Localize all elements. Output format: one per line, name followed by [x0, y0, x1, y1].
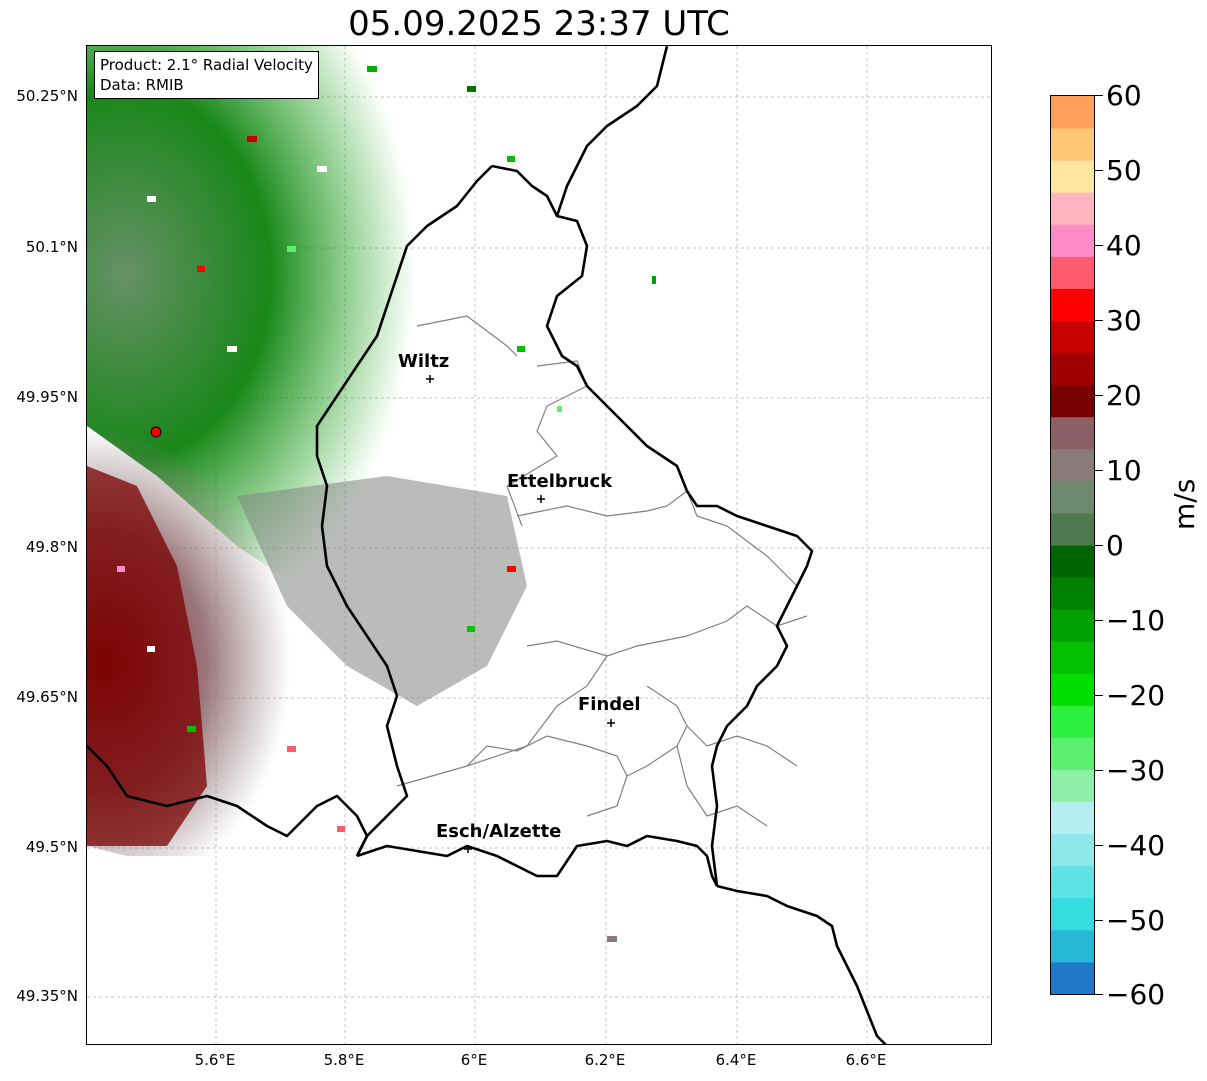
colorbar-label-minus-50: −50 [1106, 904, 1166, 937]
colorbar-band [1051, 833, 1094, 867]
colorbar-label-50: 50 [1106, 154, 1142, 187]
map-title: 05.09.2025 23:37 UTC [348, 4, 730, 44]
colorbar-band [1051, 448, 1094, 482]
lat-label-50-1: 50.1°N [25, 238, 78, 256]
colorbar-label-minus-30: −30 [1106, 754, 1166, 787]
colorbar-band [1051, 128, 1094, 161]
colorbar-tick [1095, 994, 1103, 995]
colorbar-band [1051, 352, 1094, 386]
colorbar-band [1051, 96, 1094, 129]
colorbar-band [1051, 192, 1094, 225]
city-markers [426, 375, 615, 853]
city-marker-esch [464, 845, 472, 853]
luxembourg-france-border [356, 834, 719, 887]
colorbar-label-10: 10 [1106, 454, 1142, 487]
colorbar-unit-label: m/s [1168, 478, 1201, 530]
germany-france-border [716, 884, 887, 1044]
lon-label-5-8: 5.8°E [323, 1051, 365, 1069]
colorbar-label-0: 0 [1106, 529, 1124, 562]
colorbar-band [1051, 224, 1094, 257]
colorbar-band [1051, 801, 1094, 835]
lat-label-49-95: 49.95°N [16, 388, 78, 406]
city-label-findel: Findel [578, 694, 641, 715]
colorbar-band [1051, 545, 1094, 578]
product-label: Product: 2.1° Radial Velocity [100, 56, 313, 74]
mixed-zero-area [237, 476, 527, 706]
colorbar-band [1051, 673, 1094, 706]
velocity-colorbar [1050, 95, 1095, 995]
colorbar-tick [1095, 920, 1103, 921]
colorbar-band [1051, 160, 1094, 193]
colorbar-band [1051, 609, 1094, 642]
colorbar-band [1051, 865, 1094, 899]
colorbar-band [1051, 641, 1094, 674]
radar-site-marker[interactable] [150, 426, 162, 438]
lat-label-50-25: 50.25°N [16, 87, 78, 105]
colorbar-tick [1095, 245, 1103, 246]
country-borders [87, 46, 887, 1044]
colorbar-tick [1095, 470, 1103, 471]
colorbar-band [1051, 256, 1094, 289]
radar-map[interactable] [87, 46, 992, 1045]
colorbar-tick [1095, 95, 1103, 96]
lon-label-6-4: 6.4°E [715, 1051, 757, 1069]
colorbar-label-minus-20: −20 [1106, 679, 1166, 712]
colorbar-label-minus-40: −40 [1106, 829, 1166, 862]
lon-label-6: 6°E [460, 1051, 488, 1069]
data-source-label: Data: RMIB [100, 76, 184, 94]
colorbar-tick [1095, 545, 1103, 546]
colorbar-label-30: 30 [1106, 304, 1142, 337]
lon-label-6-6: 6.6°E [845, 1051, 887, 1069]
lat-label-49-5: 49.5°N [25, 838, 78, 856]
lon-label-6-2: 6.2°E [584, 1051, 626, 1069]
colorbar-band [1051, 288, 1094, 321]
colorbar-tick [1095, 770, 1103, 771]
lon-label-5-6: 5.6°E [194, 1051, 236, 1069]
colorbar-tick [1095, 620, 1103, 621]
colorbar-band [1051, 512, 1094, 546]
colorbar-band [1051, 929, 1094, 963]
colorbar-gradient [1051, 96, 1094, 994]
colorbar-label-minus-60: −60 [1106, 978, 1166, 1011]
lat-label-49-35: 49.35°N [16, 987, 78, 1005]
colorbar-band [1051, 320, 1094, 354]
district-borders [396, 315, 808, 827]
colorbar-band [1051, 416, 1094, 450]
colorbar-tick [1095, 695, 1103, 696]
colorbar-band [1051, 961, 1094, 994]
colorbar-band [1051, 705, 1094, 738]
colorbar-band [1051, 384, 1094, 418]
colorbar-tick [1095, 845, 1103, 846]
radar-velocity-field [87, 46, 656, 942]
map-panel[interactable] [86, 45, 992, 1045]
city-marker-wiltz [426, 375, 434, 383]
city-label-wiltz: Wiltz [398, 351, 450, 372]
city-marker-findel [607, 719, 615, 727]
city-marker-ettelbruck [537, 495, 545, 503]
city-label-ettelbruck: Ettelbruck [507, 471, 613, 492]
lat-label-49-65: 49.65°N [16, 688, 78, 706]
colorbar-band [1051, 577, 1094, 610]
colorbar-band [1051, 737, 1094, 770]
luxembourg-germany-border [491, 164, 814, 887]
lat-label-49-8: 49.8°N [25, 538, 78, 556]
colorbar-band [1051, 769, 1094, 803]
colorbar-band [1051, 897, 1094, 931]
belgium-luxembourg-border [315, 165, 493, 857]
colorbar-tick [1095, 170, 1103, 171]
colorbar-band [1051, 480, 1094, 514]
colorbar-tick [1095, 320, 1103, 321]
product-info-box: Product: 2.1° Radial Velocity Data: RMIB [94, 51, 319, 99]
germany-north-border [555, 46, 669, 217]
colorbar-label-20: 20 [1106, 379, 1142, 412]
colorbar-tick [1095, 395, 1103, 396]
colorbar-label-minus-10: −10 [1106, 604, 1166, 637]
colorbar-label-60: 60 [1106, 79, 1142, 112]
outbound-core-area [87, 466, 207, 846]
belgium-france-border [87, 745, 369, 857]
colorbar-label-40: 40 [1106, 229, 1142, 262]
city-label-esch-alzette: Esch/Alzette [436, 821, 562, 842]
